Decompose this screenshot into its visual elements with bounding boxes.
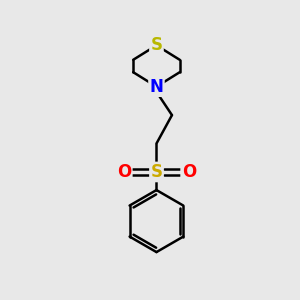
Text: S: S xyxy=(151,163,163,181)
Text: N: N xyxy=(149,78,164,96)
Text: O: O xyxy=(117,163,131,181)
Text: O: O xyxy=(182,163,196,181)
Text: S: S xyxy=(151,36,163,54)
